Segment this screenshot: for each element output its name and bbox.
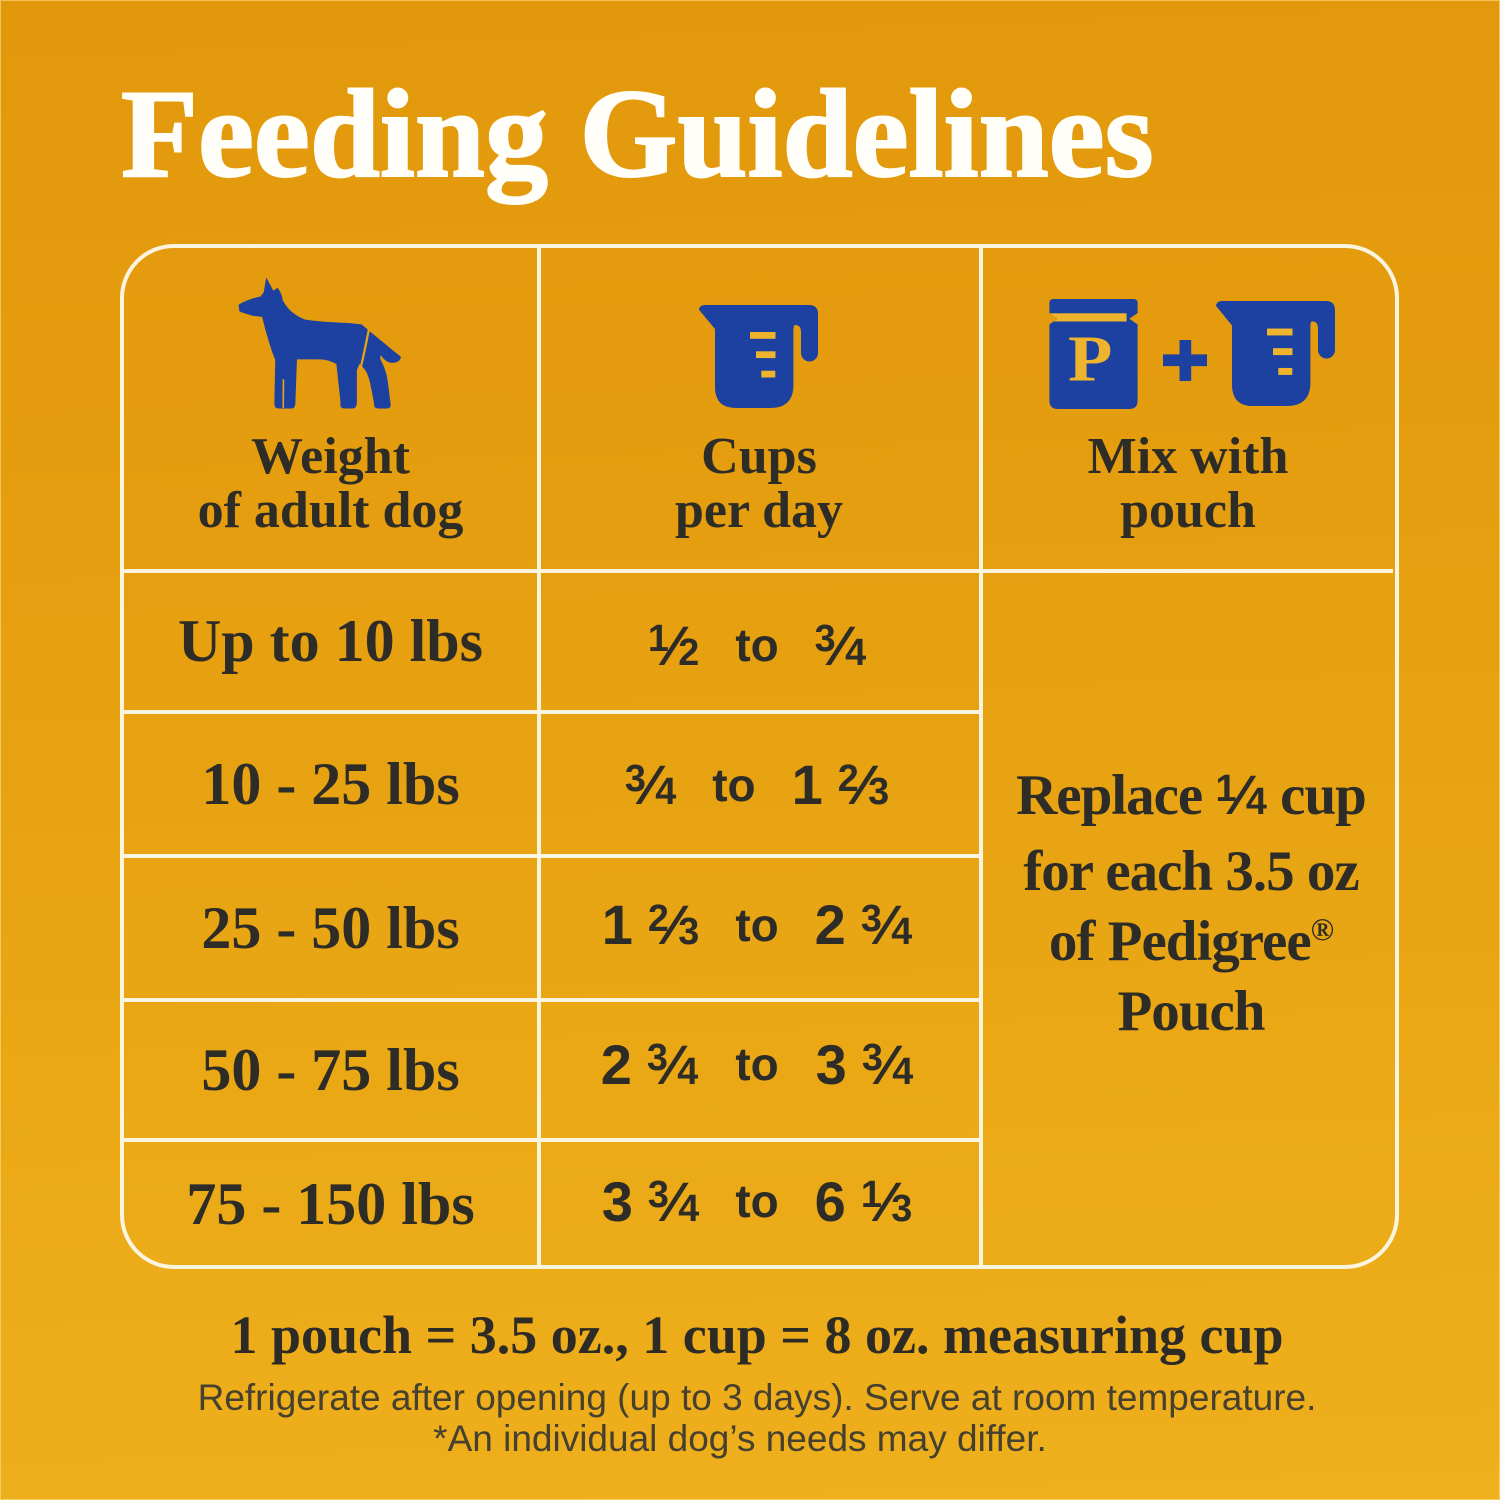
svg-text:P: P (1068, 323, 1112, 396)
